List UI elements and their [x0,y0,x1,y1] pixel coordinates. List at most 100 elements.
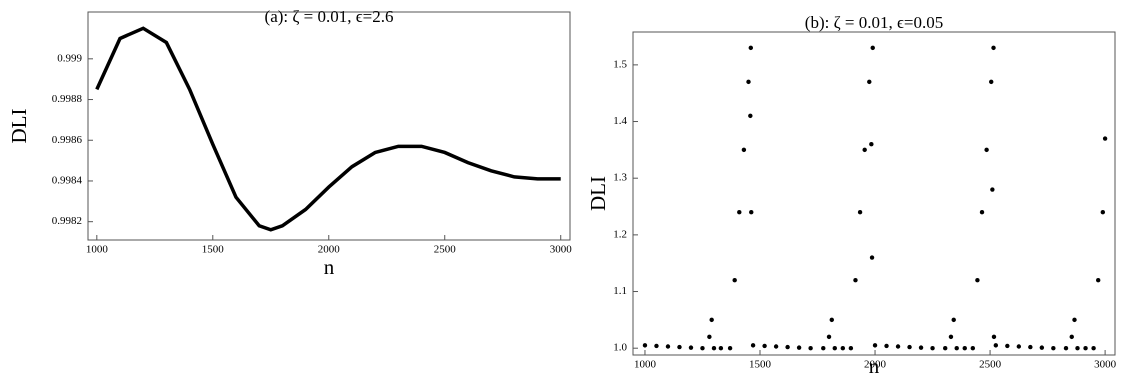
x-axis-label: n [869,354,880,378]
y-tick-label: 1.4 [613,115,627,127]
data-point [989,79,994,85]
data-point [785,344,790,350]
data-point [749,210,754,215]
x-tick-label: 3000 [1094,359,1117,371]
y-tick-label: 0.9986 [52,134,83,146]
data-point [1069,334,1074,340]
data-point [737,210,742,215]
y-axis-label: DLI [7,109,31,144]
data-point [748,113,753,119]
data-point [943,346,948,351]
data-point [1039,345,1045,350]
data-point [975,278,980,283]
data-point [748,45,753,51]
data-point [711,346,717,351]
data-point [990,187,995,192]
data-point [857,210,863,215]
x-tick-label: 2000 [318,244,341,256]
y-tick-label: 1.3 [613,172,627,184]
x-tick-label: 2500 [434,244,457,256]
x-tick-label: 3000 [550,244,573,256]
plot-frame [632,31,1116,356]
data-point [948,334,954,340]
data-point [1051,346,1056,351]
data-point [970,346,976,351]
data-point [808,346,813,351]
x-tick-label: 2000 [864,359,887,371]
data-point [1072,317,1077,323]
data-point [1016,344,1022,349]
data-point [1075,346,1080,351]
x-axis-label: n [324,255,335,279]
data-point [869,255,875,260]
data-point [773,344,779,349]
data-point [867,79,872,85]
data-point [1083,346,1088,351]
data-point [870,45,875,51]
x-tick-label: 1500 [202,244,225,256]
y-tick-label: 1.1 [613,285,627,297]
data-point [654,343,659,349]
data-point [993,343,999,348]
x-tick-label: 1000 [86,244,109,256]
data-line [95,26,561,232]
y-tick-label: 1.0 [613,342,627,354]
data-point [1005,343,1010,349]
data-point [954,346,959,351]
chart-title: (b): ζ = 0.01, ϵ=0.05 [805,13,943,32]
data-point [732,278,737,283]
y-tick-label: 1.5 [613,58,627,70]
data-point [853,278,858,283]
data-point [869,142,874,147]
y-tick-label: 0.9984 [52,174,83,186]
data-point [979,210,985,215]
data-point [829,317,834,323]
data-point [750,343,756,348]
data-point [762,343,767,349]
data-point [677,344,682,350]
data-point [826,334,832,340]
data-point [688,345,694,350]
data-point [1100,210,1106,215]
data-point [642,343,648,348]
data-point [962,346,967,351]
data-point [718,346,724,351]
data-point [727,346,733,351]
data-point [665,344,671,349]
data-point [700,346,705,351]
data-point [746,79,751,85]
y-axis-label: DLI [586,176,610,211]
data-point [832,346,837,351]
data-point [991,334,997,340]
data-point [707,334,712,340]
data-point [907,344,912,350]
y-tick-label: 0.9982 [52,215,82,227]
data-point [741,147,747,153]
data-point [1096,278,1101,283]
data-point [872,343,878,348]
data-point [796,345,802,350]
data-point [821,346,826,351]
data-point [930,346,935,351]
data-point [1028,344,1033,350]
data-point [918,345,924,350]
data-point [991,45,996,51]
data-point [1091,346,1096,351]
chart-title: (a): ζ = 0.01, ϵ=2.6 [265,7,394,26]
y-tick-label: 1.2 [613,228,627,240]
data-point [709,317,714,323]
x-tick-label: 1000 [634,359,657,371]
data-point [862,147,867,153]
data-point [951,317,956,323]
x-tick-label: 1500 [749,359,772,371]
data-point [884,343,889,349]
y-tick-label: 0.999 [57,52,82,64]
data-point [1102,136,1108,141]
data-point [895,344,901,349]
data-point [840,346,846,351]
x-tick-label: 2500 [979,359,1002,371]
y-tick-label: 0.9988 [52,93,83,105]
data-point [848,346,854,351]
